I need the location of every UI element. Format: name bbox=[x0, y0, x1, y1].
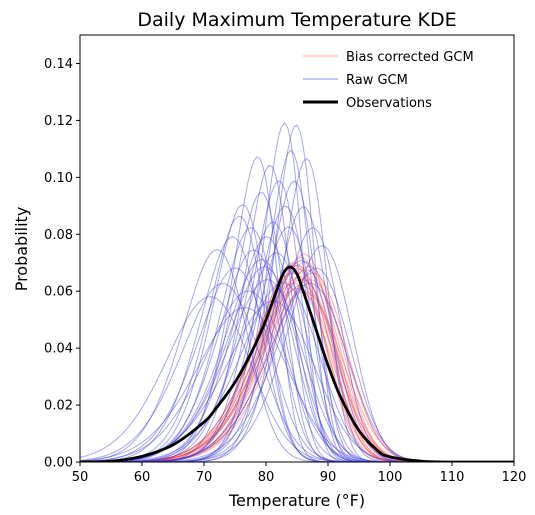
x-tick-label: 60 bbox=[134, 470, 151, 485]
legend-label-bias-corrected: Bias corrected GCM bbox=[346, 50, 474, 65]
raw-gcm-curve bbox=[80, 260, 514, 462]
bias-corrected-curve bbox=[80, 282, 514, 462]
bias-corrected-curve bbox=[80, 272, 514, 462]
raw-gcm-curve bbox=[80, 248, 514, 462]
raw-gcm-curve bbox=[80, 267, 514, 462]
raw-gcm-curve bbox=[80, 121, 514, 462]
bias-corrected-curve bbox=[80, 264, 514, 462]
x-tick-label: 110 bbox=[440, 470, 465, 485]
bias-corrected-curve bbox=[80, 285, 514, 462]
bias-corrected-curve bbox=[80, 264, 514, 462]
raw-gcm-curve bbox=[80, 156, 514, 462]
raw-gcm-curve bbox=[80, 266, 514, 462]
x-tick-label: 100 bbox=[378, 470, 403, 485]
x-tick-label: 90 bbox=[320, 470, 337, 485]
y-tick-label: 0.04 bbox=[44, 342, 73, 357]
raw-gcm-curve bbox=[80, 180, 514, 462]
raw-gcm-curve bbox=[80, 206, 514, 462]
y-tick-label: 0.14 bbox=[44, 57, 73, 72]
raw-gcm-curve bbox=[80, 227, 514, 462]
observations-curve bbox=[80, 265, 514, 462]
raw-gcm-curve bbox=[80, 192, 514, 462]
bias-corrected-curve bbox=[80, 256, 514, 462]
raw-gcm-curve bbox=[80, 236, 514, 462]
raw-gcm-curve bbox=[80, 279, 514, 462]
raw-gcm-curve bbox=[80, 296, 514, 462]
raw-gcm-curve bbox=[80, 259, 514, 462]
y-tick-label: 0.10 bbox=[44, 171, 73, 186]
raw-gcm-curve bbox=[80, 215, 514, 462]
raw-gcm-curve bbox=[80, 124, 514, 462]
observations-series bbox=[80, 265, 514, 462]
bias-corrected-curve bbox=[80, 262, 514, 462]
y-tick-label: 0.06 bbox=[44, 285, 73, 300]
raw-gcm-series bbox=[80, 121, 514, 462]
raw-gcm-curve bbox=[80, 282, 514, 462]
bias-corrected-curve bbox=[80, 278, 514, 462]
x-axis-ticks: 50 60 70 80 90 100 110 120 bbox=[72, 462, 527, 485]
bias-corrected-curve bbox=[80, 268, 514, 462]
raw-gcm-curve bbox=[80, 236, 514, 462]
y-tick-label: 0.12 bbox=[44, 114, 73, 129]
y-tick-label: 0.02 bbox=[44, 399, 73, 414]
bias-corrected-curve bbox=[80, 290, 514, 462]
raw-gcm-curve bbox=[80, 252, 514, 462]
x-tick-label: 120 bbox=[502, 470, 527, 485]
x-axis-title: Temperature (°F) bbox=[228, 491, 365, 510]
x-tick-label: 80 bbox=[258, 470, 275, 485]
legend-label-raw: Raw GCM bbox=[346, 73, 408, 88]
y-axis-ticks: 0.00 0.02 0.04 0.06 0.08 0.10 0.12 0.14 bbox=[44, 57, 80, 471]
raw-gcm-curve bbox=[80, 227, 514, 462]
y-tick-label: 0.08 bbox=[44, 228, 73, 243]
raw-gcm-curve bbox=[80, 245, 514, 462]
bias-corrected-curve bbox=[80, 288, 514, 462]
legend: Bias corrected GCM Raw GCM Observations bbox=[303, 50, 474, 111]
raw-gcm-curve bbox=[80, 290, 514, 462]
bias-corrected-curve bbox=[80, 279, 514, 462]
bias-corrected-curve bbox=[80, 253, 514, 462]
y-tick-label: 0.00 bbox=[44, 456, 73, 471]
y-axis-title: Probability bbox=[12, 207, 31, 292]
raw-gcm-curve bbox=[80, 221, 514, 462]
raw-gcm-curve bbox=[80, 300, 514, 462]
raw-gcm-curve bbox=[80, 180, 514, 462]
raw-gcm-curve bbox=[80, 149, 514, 462]
x-tick-label: 70 bbox=[196, 470, 213, 485]
legend-label-observations: Observations bbox=[346, 96, 432, 111]
raw-gcm-curve bbox=[80, 164, 514, 462]
raw-gcm-curve bbox=[80, 157, 514, 462]
x-tick-label: 50 bbox=[72, 470, 89, 485]
bias-corrected-curve bbox=[80, 261, 514, 462]
raw-gcm-curve bbox=[80, 307, 514, 462]
plot-frame bbox=[79, 34, 515, 463]
chart-title: Daily Maximum Temperature KDE bbox=[137, 9, 456, 31]
raw-gcm-curve bbox=[80, 282, 514, 462]
raw-gcm-curve bbox=[80, 282, 514, 462]
